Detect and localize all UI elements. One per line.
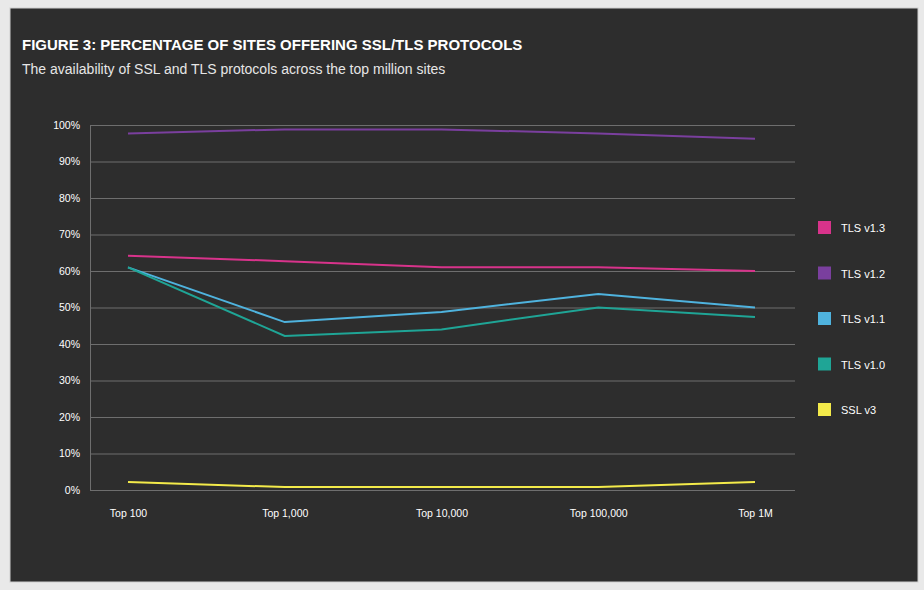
x-tick: Top 1,000	[262, 507, 308, 519]
grid-line	[90, 235, 795, 236]
y-tick-label: 20%	[59, 411, 80, 423]
y-tick-label: 40%	[59, 338, 80, 350]
grid-line	[90, 271, 795, 272]
y-tick: 10%	[59, 447, 795, 459]
legend-label: TLS v1.2	[841, 268, 885, 280]
x-tick-label: Top 1M	[738, 507, 772, 519]
legend-swatch	[818, 312, 831, 325]
x-tick: Top 1M	[738, 507, 772, 519]
y-tick-label: 0%	[65, 484, 80, 496]
plot-area	[128, 129, 755, 487]
series-line	[128, 129, 755, 138]
series-line	[128, 267, 755, 336]
y-tick: 0%	[65, 484, 795, 496]
grid-line	[90, 198, 795, 199]
grid-line	[90, 454, 795, 455]
y-tick: 40%	[59, 338, 795, 350]
y-tick-label: 50%	[59, 301, 80, 313]
y-tick: 70%	[59, 228, 795, 240]
grid-line	[90, 308, 795, 309]
y-tick-label: 70%	[59, 228, 80, 240]
series-line	[128, 482, 755, 487]
x-axis: Top 100 Top 1,000 Top 10,000 Top 100,000 Top…	[110, 491, 773, 520]
series-line	[128, 256, 755, 271]
y-tick-label: 100%	[53, 119, 80, 131]
x-tick-label: Top 10,000	[416, 507, 468, 519]
series-line	[128, 267, 755, 322]
x-tick: Top 100	[110, 507, 148, 519]
y-tick-label: 60%	[59, 265, 80, 277]
y-tick-label: 30%	[59, 374, 80, 386]
legend-swatch	[818, 358, 831, 371]
title: FIGURE 3: PERCENTAGE OF SITES OFFERING S…	[22, 36, 522, 53]
y-tick-label: 90%	[59, 155, 80, 167]
legend-label: TLS v1.0	[841, 359, 885, 371]
legend-swatch	[818, 267, 831, 280]
legend-label: SSL v3	[841, 404, 876, 416]
y-tick: 90%	[59, 155, 795, 167]
card	[10, 8, 918, 582]
x-tick: Top 10,000	[416, 507, 468, 519]
x-axis-line	[129, 490, 756, 491]
x-tick-label: Top 100,000	[570, 507, 628, 519]
y-tick-label: 80%	[59, 192, 80, 204]
y-tick: 50%	[59, 301, 795, 313]
y-tick: 80%	[59, 192, 795, 204]
grid-line	[90, 125, 795, 126]
x-tick-label: Top 100	[110, 507, 148, 519]
y-axis: 0% 10% 20% 30% 40% 50% 60% 70% 80% 90% 100%	[53, 119, 795, 496]
x-tick-label: Top 1,000	[262, 507, 308, 519]
grid-line	[90, 490, 795, 491]
y-tick-label: 10%	[59, 447, 80, 459]
legend-label: TLS v1.3	[841, 222, 885, 234]
grid-line	[90, 162, 795, 163]
grid-line	[90, 344, 795, 345]
subtitle: The availability of SSL and TLS protocol…	[22, 61, 445, 77]
y-tick: 30%	[59, 374, 795, 386]
legend-swatch	[818, 221, 831, 234]
chart: FIGURE 3: PERCENTAGE OF SITES OFFERING S…	[0, 0, 924, 590]
legend: TLS v1.3 TLS v1.2 TLS v1.1 TLS v1.0 SSL v3	[818, 221, 885, 416]
y-tick: 20%	[59, 411, 795, 423]
x-tick: Top 100,000	[570, 507, 628, 519]
grid-line	[90, 381, 795, 382]
legend-label: TLS v1.1	[841, 313, 885, 325]
grid-line	[90, 417, 795, 418]
legend-swatch	[818, 403, 831, 416]
